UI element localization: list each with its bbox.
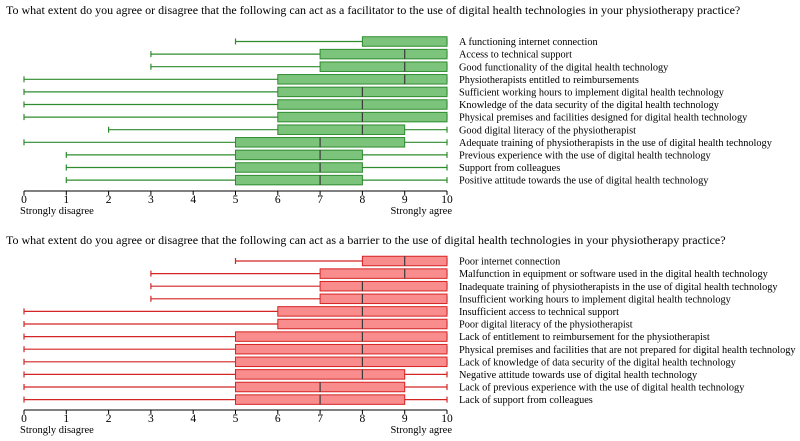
iqr-box: [277, 74, 448, 85]
iqr-box: [235, 174, 363, 186]
barrier-item-5: Poor digital literacy of the physiothera…: [23, 318, 633, 331]
iqr-box: [235, 343, 448, 355]
item-label: Malfunction in equipment or software use…: [459, 269, 769, 280]
item-label: Physiotherapists entitled to reimburseme…: [459, 75, 639, 86]
facilitator-item-1: Access to technical support: [150, 48, 572, 61]
iqr-box: [319, 268, 448, 279]
barrier-x-tick-label: 9: [402, 413, 408, 425]
item-label: Lack of knowledge of data security of th…: [459, 357, 737, 368]
barrier-x-tick-label: 2: [106, 413, 112, 425]
barrier-x-tick-label: 7: [317, 413, 323, 425]
facilitator-item-0: A functioning internet connection: [234, 36, 598, 48]
facilitator-x-tick-label: 0: [21, 194, 27, 206]
facilitator-item-2: Good functionality of the digital health…: [150, 61, 669, 73]
item-label: Lack of support from colleagues: [459, 395, 593, 406]
iqr-box: [319, 61, 448, 72]
barrier-scale-right-label: Strongly agree: [390, 425, 452, 436]
barrier-x-tick-label: 8: [360, 413, 366, 425]
barrier-item-6: Lack of entitlement to reimbursement for…: [23, 331, 710, 343]
barrier-x-tick-label: 3: [148, 413, 154, 425]
facilitator-x-tick-label: 4: [190, 194, 196, 206]
facilitator-item-9: Previous experience with the use of digi…: [65, 149, 711, 162]
barrier-item-10: Lack of previous experience with the use…: [23, 381, 745, 394]
item-label: A functioning internet connection: [459, 37, 598, 48]
facilitator-x-tick-label: 1: [63, 194, 69, 206]
iqr-box: [235, 356, 448, 368]
facilitator-item-5: Knowledge of the data security of the di…: [23, 99, 720, 111]
item-label: Knowledge of the data security of the di…: [459, 100, 720, 111]
barrier-item-7: Physical premises and facilities that ar…: [23, 343, 796, 356]
facilitator-item-7: Good digital literacy of the physiothera…: [107, 124, 636, 136]
barrier-x-tick-label: 4: [190, 413, 196, 425]
iqr-box: [319, 293, 448, 305]
item-label: Inadequate training of physiotherapists …: [459, 282, 778, 293]
iqr-box: [361, 36, 448, 47]
barrier-x-tick-label: 1: [63, 413, 69, 425]
barrier-x-tick-label: 10: [441, 413, 453, 425]
barrier-item-4: Insufficient access to technical support: [23, 306, 619, 318]
item-label: Lack of previous experience with the use…: [459, 383, 745, 394]
iqr-box: [235, 149, 363, 161]
barrier-x-tick-label: 0: [21, 413, 27, 425]
barrier-scale-left-label: Strongly disagree: [20, 425, 94, 436]
iqr-box: [277, 124, 406, 135]
iqr-box: [319, 48, 448, 60]
facilitator-scale-right-label: Strongly agree: [390, 206, 452, 217]
barrier-item-0: Poor internet connection: [234, 255, 560, 268]
facilitator-item-10: Support from colleagues: [65, 162, 560, 174]
barrier-question: To what extent do you agree or disagree …: [6, 233, 726, 247]
item-label: Good digital literacy of the physiothera…: [459, 125, 636, 136]
facilitator-x-tick-label: 10: [441, 194, 453, 206]
facilitator-item-8: Adequate training of physiotherapists in…: [23, 137, 773, 149]
item-label: Positive attitude towards the use of dig…: [459, 176, 709, 187]
item-label: Insufficient access to technical support: [459, 307, 619, 318]
barrier-x-tick-label: 5: [233, 413, 239, 425]
facilitator-x-tick-label: 2: [106, 194, 112, 206]
facilitator-x-tick-label: 9: [402, 194, 408, 206]
barrier-item-1: Malfunction in equipment or software use…: [150, 268, 769, 280]
item-label: Previous experience with the use of digi…: [459, 151, 711, 162]
item-label: Insufficient working hours to implement …: [459, 294, 732, 305]
item-label: Access to technical support: [459, 50, 572, 61]
barrier-item-9: Negative attitude towards use of digital…: [23, 369, 698, 381]
facilitator-scale-left-label: Strongly disagree: [20, 206, 94, 217]
item-label: Good functionality of the digital health…: [459, 62, 669, 73]
item-label: Sufficient working hours to implement di…: [459, 88, 725, 99]
facilitator-item-3: Physiotherapists entitled to reimburseme…: [23, 74, 639, 86]
iqr-box: [235, 369, 406, 380]
barrier-item-2: Inadequate training of physiotherapists …: [150, 280, 778, 293]
item-label: Support from colleagues: [459, 163, 560, 174]
barrier-x-tick-label: 6: [275, 413, 281, 425]
facilitator-item-6: Physical premises and facilities designe…: [23, 111, 748, 124]
facilitator-x-tick-label: 8: [360, 194, 366, 206]
barrier-item-11: Lack of support from colleagues: [23, 394, 593, 406]
facilitator-x-tick-label: 6: [275, 194, 281, 206]
facilitator-item-11: Positive attitude towards the use of dig…: [65, 174, 709, 187]
facilitator-x-tick-label: 7: [317, 194, 323, 206]
item-label: Negative attitude towards use of digital…: [459, 370, 698, 381]
item-label: Poor internet connection: [459, 257, 560, 268]
item-label: Poor digital literacy of the physiothera…: [459, 320, 633, 331]
barrier-item-8: Lack of knowledge of data security of th…: [23, 356, 737, 368]
iqr-box: [235, 331, 448, 342]
facilitator-x-tick-label: 3: [148, 194, 154, 206]
item-label: Physical premises and facilities designe…: [459, 113, 748, 124]
item-label: Lack of entitlement to reimbursement for…: [459, 332, 710, 343]
iqr-box: [235, 162, 363, 173]
item-label: Adequate training of physiotherapists in…: [459, 138, 773, 149]
barrier-item-3: Insufficient working hours to implement …: [150, 293, 732, 305]
facilitator-x-tick-label: 5: [233, 194, 239, 206]
facilitator-question: To what extent do you agree or disagree …: [6, 3, 741, 17]
item-label: Physical premises and facilities that ar…: [459, 345, 796, 356]
facilitator-item-4: Sufficient working hours to implement di…: [23, 86, 725, 99]
iqr-box: [319, 280, 448, 292]
